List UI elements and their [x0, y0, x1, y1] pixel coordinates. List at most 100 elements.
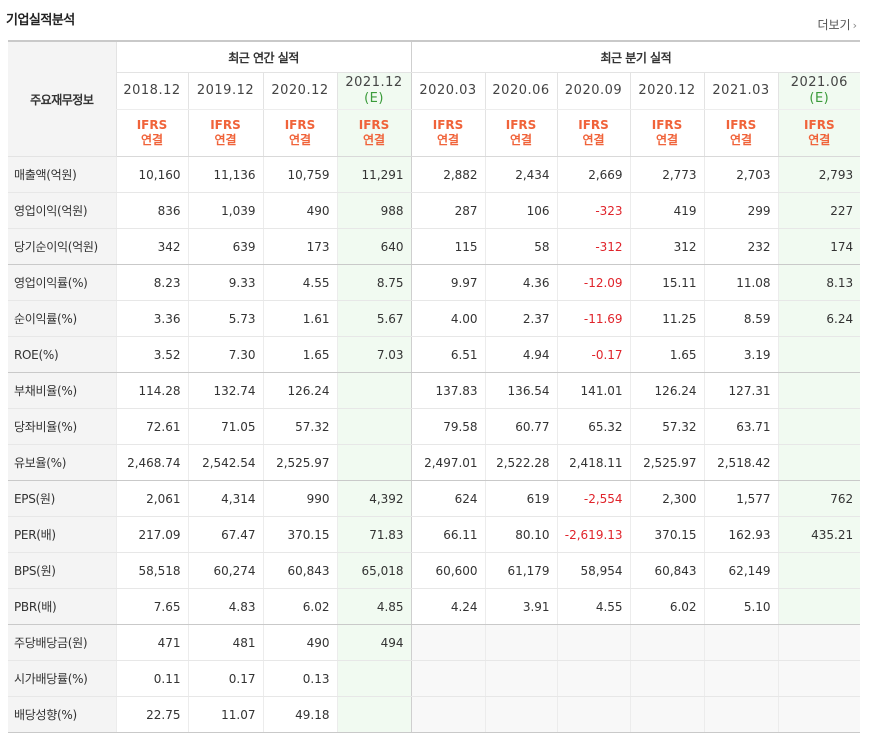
standard-line1: IFRS: [651, 118, 683, 132]
period-label: 2020.03: [419, 83, 477, 98]
table-row: PBR(배) 7.65 4.83 6.02 4.85 4.24 3.91 4.55 6.02 5.…: [8, 588, 861, 625]
table-cell: 60.77: [484, 408, 558, 445]
table-cell: [484, 624, 558, 661]
table-row: 당기순이익(억원) 342 639 173 640 115 58 -312 312 232 174: [8, 228, 861, 265]
standard-line1: IFRS: [804, 118, 835, 132]
table-cell: 22.75: [115, 696, 188, 733]
table-cell: 11.25: [629, 300, 705, 337]
table-cell: [629, 696, 705, 733]
table-cell: 5.10: [703, 588, 779, 625]
table-cell: 115: [410, 228, 486, 265]
table-cell: [336, 408, 412, 445]
table-cell: 2,518.42: [703, 444, 779, 481]
table-cell: 435.21: [777, 516, 861, 553]
row-label: 시가배당률(%): [8, 660, 116, 697]
standard-line1: IFRS: [284, 118, 316, 132]
standard-line2: 연결: [808, 133, 831, 147]
standard-header: IFRS 연결: [777, 109, 861, 157]
table-cell: [336, 660, 412, 697]
table-cell: 11,136: [187, 156, 263, 193]
standard-header: IFRS 연결: [629, 109, 705, 157]
period-label: 2021.12: [345, 75, 403, 90]
table-cell: 72.61: [115, 408, 188, 445]
table-cell: 60,274: [187, 552, 263, 589]
standard-header: IFRS 연결: [262, 109, 337, 157]
more-link-label: 더보기: [817, 18, 851, 32]
table-cell: -12.09: [556, 264, 631, 301]
period-header: 2020.12: [629, 72, 705, 110]
period-header: 2020.09: [556, 72, 631, 110]
more-link[interactable]: 더보기 ›: [817, 16, 857, 33]
table-cell: 162.93: [703, 516, 779, 553]
table-cell: 2,418.11: [556, 444, 631, 481]
standard-line2: 연결: [214, 133, 237, 147]
standard-header: IFRS 연결: [115, 109, 188, 157]
table-cell: 8.13: [777, 264, 861, 301]
table-cell: 58,518: [115, 552, 188, 589]
table-cell: 60,600: [410, 552, 486, 589]
period-header: 2019.12: [187, 72, 263, 110]
row-label: EPS(원): [8, 480, 116, 517]
table-cell: [777, 444, 861, 481]
table-cell: [410, 660, 486, 697]
period-label: 2021.03: [712, 83, 770, 98]
table-cell: 419: [629, 192, 705, 229]
table-cell: 988: [336, 192, 412, 229]
row-label: 당기순이익(억원): [8, 228, 116, 265]
table-cell: 11,291: [336, 156, 412, 193]
period-header: 2021.12 (E): [336, 72, 412, 110]
financial-table: 주요재무정보 최근 연간 실적 최근 분기 실적 2018.12 2019.12 2…: [8, 40, 861, 733]
table-cell: [336, 696, 412, 733]
table-cell: -0.17: [556, 336, 631, 373]
table-cell: 2,882: [410, 156, 486, 193]
table-cell: -323: [556, 192, 631, 229]
period-label: 2020.09: [564, 83, 623, 98]
table-cell: 0.17: [187, 660, 263, 697]
row-label: ROE(%): [8, 336, 116, 373]
table-cell: 3.36: [115, 300, 188, 337]
table-cell: 61,179: [484, 552, 558, 589]
row-label: 당좌비율(%): [8, 408, 116, 445]
table-cell: 0.13: [262, 660, 337, 697]
table-row: 매출액(억원) 10,160 11,136 10,759 11,291 2,882 2,43…: [8, 156, 861, 193]
table-cell: 4.94: [484, 336, 558, 373]
table-cell: [777, 552, 861, 589]
table-cell: 66.11: [410, 516, 486, 553]
table-cell: 640: [336, 228, 412, 265]
table-cell: [777, 408, 861, 445]
table-cell: 4.85: [336, 588, 412, 625]
table-cell: 639: [187, 228, 263, 265]
table-cell: 370.15: [629, 516, 705, 553]
standard-header: IFRS 연결: [410, 109, 486, 157]
table-cell: 5.67: [336, 300, 412, 337]
table-cell: 2,669: [556, 156, 631, 193]
table-cell: 65.32: [556, 408, 631, 445]
standard-line2: 연결: [140, 133, 164, 147]
row-label: PER(배): [8, 516, 116, 553]
table-cell: 227: [777, 192, 861, 229]
row-label: 영업이익률(%): [8, 264, 116, 301]
table-cell: 126.24: [629, 372, 705, 409]
table-cell: 2,773: [629, 156, 705, 193]
table-cell: 6.02: [262, 588, 337, 625]
standard-header: IFRS 연결: [484, 109, 558, 157]
table-cell: 7.65: [115, 588, 188, 625]
row-label: 부채비율(%): [8, 372, 116, 409]
period-header: 2021.03: [703, 72, 779, 110]
table-cell: [703, 660, 779, 697]
table-row: 당좌비율(%) 72.61 71.05 57.32 79.58 60.77 65.32 57.…: [8, 408, 861, 445]
table-cell: 127.31: [703, 372, 779, 409]
table-cell: [410, 624, 486, 661]
table-cell: [556, 624, 631, 661]
table-cell: [336, 372, 412, 409]
table-cell: [484, 696, 558, 733]
corner-header: 주요재무정보: [8, 40, 116, 157]
table-cell: 2,793: [777, 156, 861, 193]
table-row: EPS(원) 2,061 4,314 990 4,392 624 619 -2,554 2,30…: [8, 480, 861, 517]
table-row: PER(배) 217.09 67.47 370.15 71.83 66.11 80.10 -2…: [8, 516, 861, 553]
table-cell: 2,468.74: [115, 444, 188, 481]
table-row: 영업이익률(%) 8.23 9.33 4.55 8.75 9.97 4.36 -12.09 15…: [8, 264, 861, 301]
standard-line1: IFRS: [210, 118, 241, 132]
table-cell: 3.19: [703, 336, 779, 373]
table-cell: [629, 660, 705, 697]
